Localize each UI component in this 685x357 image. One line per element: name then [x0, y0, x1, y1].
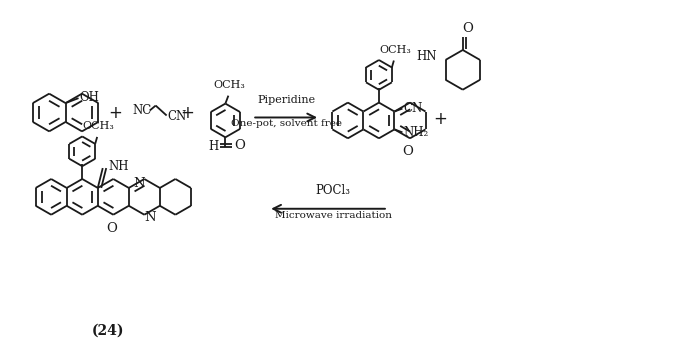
Text: NC: NC [133, 104, 152, 117]
Text: NH₂: NH₂ [403, 126, 429, 139]
Text: O: O [234, 139, 245, 152]
Text: OCH₃: OCH₃ [379, 45, 411, 55]
Text: Microwave irradiation: Microwave irradiation [275, 211, 392, 220]
Text: OH: OH [79, 91, 99, 104]
Text: +: + [181, 104, 195, 121]
Text: O: O [106, 222, 116, 235]
Text: N: N [145, 211, 156, 224]
Text: OCH₃: OCH₃ [82, 121, 114, 131]
Text: CN: CN [403, 102, 423, 115]
Text: HN: HN [416, 50, 436, 64]
Text: One-pot, solvent free: One-pot, solvent free [231, 120, 342, 129]
Text: CN: CN [168, 110, 187, 123]
Text: O: O [462, 22, 473, 35]
Text: (24): (24) [92, 324, 125, 338]
Text: +: + [433, 110, 447, 129]
Text: H: H [208, 140, 219, 153]
Text: NH: NH [109, 160, 129, 172]
Text: O: O [403, 145, 414, 158]
Text: OCH₃: OCH₃ [214, 80, 245, 90]
Text: +: + [108, 104, 122, 121]
Text: N: N [134, 177, 145, 190]
Text: Piperidine: Piperidine [257, 95, 315, 105]
Text: POCl₃: POCl₃ [316, 184, 351, 197]
